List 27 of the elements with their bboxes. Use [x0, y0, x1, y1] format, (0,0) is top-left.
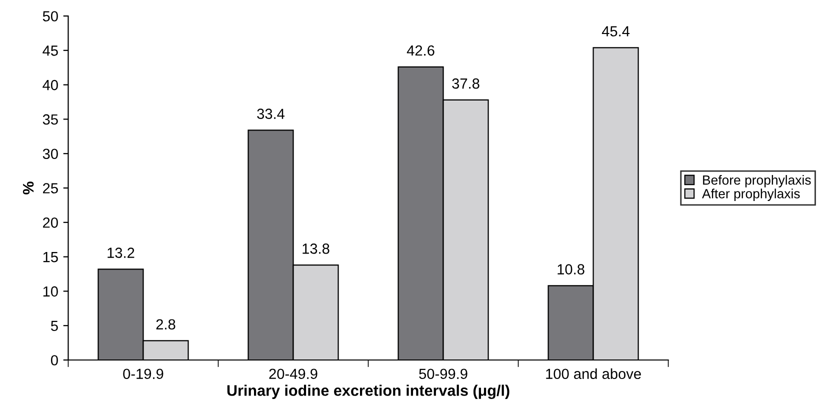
y-tick-label: 30: [42, 148, 58, 160]
legend-label: Before prophylaxis: [703, 175, 811, 188]
y-tick-label: 50: [42, 11, 58, 22]
data-label: 13.8: [302, 244, 330, 254]
data-label: 45.4: [602, 26, 630, 36]
legend-label: After prophylaxis: [702, 188, 800, 201]
y-tick-label: 0: [50, 355, 58, 366]
y-axis-title: %: [22, 182, 34, 194]
y-tick-label: 35: [42, 114, 58, 125]
data-label: 37.8: [452, 78, 480, 89]
y-tick-label: 20: [43, 218, 58, 228]
data-label: 33.4: [257, 108, 285, 119]
data-label: 13.2: [108, 248, 134, 258]
y-tick-label: 25: [43, 183, 58, 194]
y-tick-label: 45: [42, 46, 58, 56]
y-tick-label: 5: [50, 320, 58, 332]
y-tick-label: 40: [42, 80, 58, 90]
x-tick-label: 100 and above: [546, 368, 641, 380]
data-label: 42.6: [406, 45, 434, 56]
x-tick-label: 50-99.9: [419, 368, 468, 380]
x-tick-label: 20-49.9: [269, 368, 318, 380]
y-tick-label: 15: [43, 252, 58, 262]
x-tick-label: 0-19.9: [123, 368, 164, 380]
data-label: 10.8: [558, 264, 584, 274]
data-label: 2.8: [156, 319, 176, 330]
x-axis-title: Urinary iodine excretion intervals (μg/l): [227, 384, 510, 400]
y-tick-label: 10: [43, 286, 58, 297]
